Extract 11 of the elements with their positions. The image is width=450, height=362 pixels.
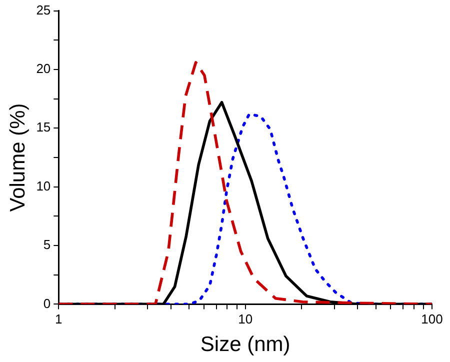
y-axis-title: Volume (%) — [6, 103, 30, 212]
y-tick-label: 15 — [36, 120, 51, 135]
x-axis-title: Size (nm) — [200, 333, 290, 356]
x-tick-label: 10 — [238, 312, 253, 327]
y-tick-label: 20 — [36, 61, 51, 76]
y-tick-label: 0 — [43, 296, 51, 311]
y-tick-label: 25 — [36, 2, 51, 18]
y-tick-label: 5 — [43, 237, 51, 252]
x-tick-label: 100 — [421, 312, 443, 327]
y-tick-label: 10 — [36, 178, 51, 194]
x-tick-label: 1 — [55, 312, 62, 327]
